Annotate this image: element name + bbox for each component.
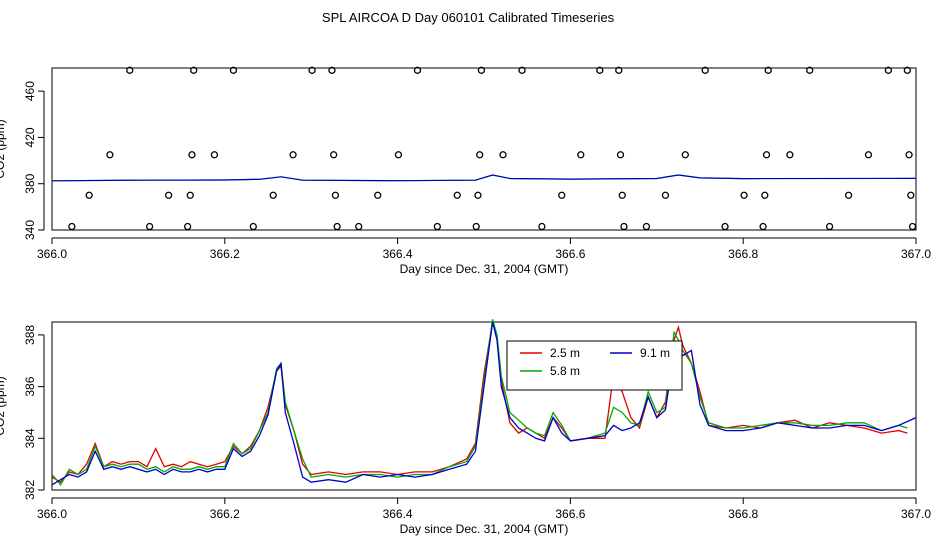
scatter-point [333, 222, 341, 231]
scatter-point [477, 66, 486, 74]
scatter-point [907, 191, 915, 199]
scatter-point [269, 191, 277, 199]
x-tick-label: 366.8 [728, 247, 758, 261]
legend-label: 2.5 m [550, 346, 580, 360]
y-tick-label: 386 [23, 376, 37, 396]
scatter-point [126, 66, 134, 74]
scatter-point [825, 222, 834, 231]
x-tick-label: 366.8 [728, 507, 758, 521]
scatter-point [806, 66, 814, 74]
scatter-point [164, 191, 173, 199]
scatter-point [188, 151, 196, 159]
x-tick-label: 366.4 [383, 247, 413, 261]
x-tick-label: 366.2 [210, 247, 240, 261]
series-line-2.5m [51, 321, 908, 484]
scatter-point [186, 191, 194, 199]
scatter-point [618, 191, 626, 199]
scatter-point [183, 222, 192, 231]
scatter-point [499, 151, 507, 159]
chart-title: SPL AIRCOA D Day 060101 Calibrated Times… [322, 10, 615, 25]
y-tick-label: 384 [23, 428, 37, 448]
scatter-point [762, 151, 771, 159]
scatter-point [190, 66, 198, 74]
scatter-point [229, 66, 238, 74]
scatter-point [308, 66, 316, 74]
scatter-point [106, 151, 114, 159]
y-tick-label: 460 [23, 81, 37, 101]
scatter-point [903, 66, 912, 74]
scatter-point [394, 151, 403, 159]
scatter-point [355, 222, 363, 231]
x-axis-label: Day since Dec. 31, 2004 (GMT) [400, 522, 569, 536]
scatter-point [474, 191, 482, 199]
legend-label: 9.1 m [640, 346, 670, 360]
scatter-point [453, 191, 461, 199]
x-axis-label: Day since Dec. 31, 2004 (GMT) [400, 262, 569, 276]
scatter-point [328, 66, 336, 74]
scatter-point [330, 151, 338, 159]
legend-frame [506, 340, 683, 391]
scatter-point [615, 66, 623, 74]
scatter-point [518, 66, 526, 74]
scatter-point [786, 151, 794, 159]
scatter-point [620, 222, 628, 231]
scatter-point [558, 191, 566, 199]
scatter-point [759, 222, 767, 231]
x-tick-label: 366.4 [383, 507, 413, 521]
scatter-point [761, 191, 769, 199]
scatter-point [740, 191, 748, 199]
x-tick-label: 366.0 [37, 247, 67, 261]
plot-frame [51, 321, 917, 491]
scatter-point [413, 66, 422, 74]
top-panel: 366.0 366.2 366.4 366.6 366.8 367.0 340 380 420 4… [0, 66, 931, 276]
scatter-point [538, 222, 546, 231]
scatter-point [596, 66, 604, 74]
scatter-point [374, 191, 382, 199]
scatter-point [642, 222, 651, 231]
x-tick-label: 366.0 [37, 507, 67, 521]
scatter-point [864, 151, 873, 159]
x-tick-label: 366.2 [210, 507, 240, 521]
y-tick-label: 380 [23, 173, 37, 193]
scatter-point [721, 222, 729, 231]
scatter-point [681, 151, 689, 159]
scatter-point [908, 222, 917, 231]
plot-frame [51, 67, 917, 231]
scatter-point [472, 222, 480, 231]
scatter-point [661, 191, 670, 199]
y-tick-label: 388 [23, 325, 37, 345]
x-tick-label: 367.0 [901, 247, 931, 261]
scatter-point [577, 151, 585, 159]
scatter-point [68, 222, 76, 231]
scatter-point [884, 66, 893, 74]
y-tick-label: 382 [23, 480, 37, 500]
series-line-5.8m [51, 319, 908, 486]
scatter-point [844, 191, 853, 199]
bottom-panel: 366.0 366.2 366.4 366.6 366.8 367.0 382 384 386 3… [0, 319, 931, 536]
scatter-point [249, 222, 257, 231]
scatter-point [85, 191, 93, 199]
scatter-point [145, 222, 154, 231]
scatter-point [289, 151, 297, 159]
legend-label: 5.8 m [550, 364, 580, 378]
series-line-9.1m [51, 321, 917, 486]
legend: 2.5 m 9.1 m 5.8 m [506, 340, 683, 391]
scatter-point [210, 151, 219, 159]
x-tick-label: 366.6 [555, 247, 585, 261]
series-line-9.1m [51, 174, 917, 182]
scatter-point [476, 151, 484, 159]
y-tick-label: 420 [23, 127, 37, 147]
y-tick-label: 340 [23, 220, 37, 240]
x-tick-label: 366.6 [555, 507, 585, 521]
scatter-point [331, 191, 340, 199]
x-tick-label: 367.0 [901, 507, 931, 521]
scatter-point [433, 222, 441, 231]
scatter-point [616, 151, 625, 159]
y-axis-label: CO2 (ppm) [0, 376, 7, 435]
y-axis-label: CO2 (ppm) [0, 119, 7, 178]
scatter-point [905, 151, 913, 159]
scatter-point [701, 66, 709, 74]
scatter-point [764, 66, 772, 74]
